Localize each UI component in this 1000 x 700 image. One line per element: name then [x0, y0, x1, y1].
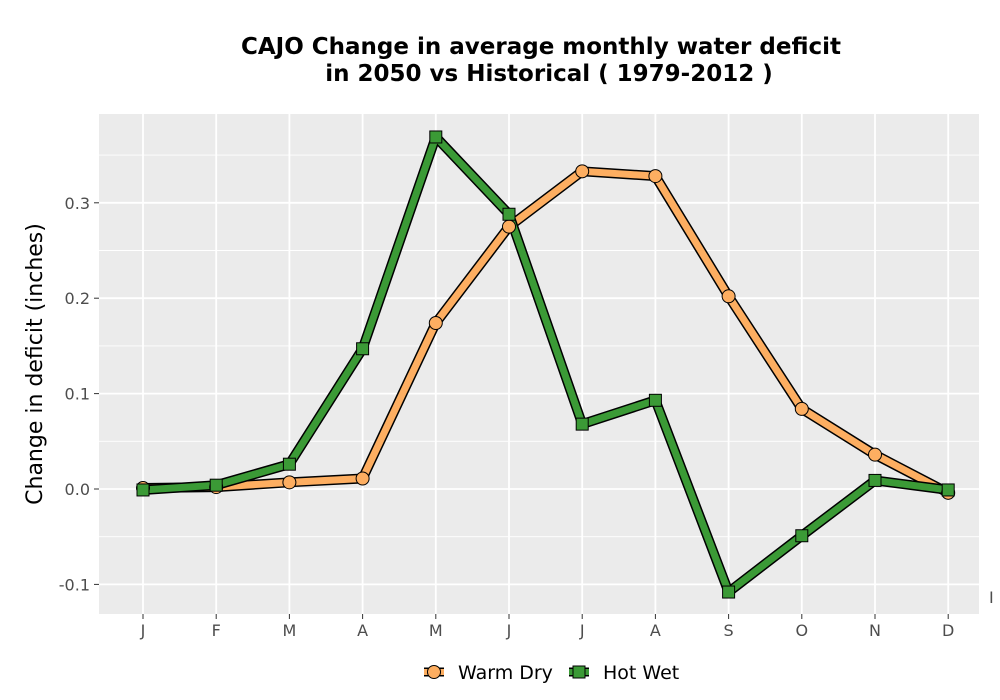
x-tick-label: S: [724, 621, 734, 640]
x-tick-label: M: [282, 621, 296, 640]
point-warm-dry: [794, 401, 809, 416]
point-hot-wet: [356, 342, 370, 356]
point-hot-wet: [575, 417, 589, 431]
legend-item-hot-wet: Hot Wet: [569, 662, 679, 684]
y-tick-label: 0.2: [65, 289, 90, 308]
point-hot-wet: [136, 483, 150, 497]
edge-annotation-glyph: I: [989, 588, 994, 607]
point-warm-dry: [648, 169, 663, 184]
point-warm-dry: [282, 475, 297, 490]
x-tick-label: D: [942, 621, 954, 640]
chart-title-line-1: CAJO Change in average monthly water def…: [241, 34, 841, 60]
point-warm-dry: [428, 316, 443, 331]
x-tick-label: N: [869, 621, 881, 640]
y-tick-label: -0.1: [59, 575, 90, 594]
point-hot-wet: [209, 478, 223, 492]
legend-label: Hot Wet: [603, 662, 679, 684]
x-tick-label: A: [650, 621, 661, 640]
legend-label: Warm Dry: [458, 662, 553, 684]
plot-panel: [99, 114, 979, 614]
series-line-hot-wet: [142, 133, 949, 596]
y-tick-label: 0.1: [65, 385, 90, 404]
point-hot-wet: [941, 483, 955, 497]
x-tick-label: O: [796, 621, 809, 640]
legend: Warm Dry Hot Wet: [424, 662, 679, 684]
legend-item-warm-dry: Warm Dry: [424, 662, 553, 684]
point-hot-wet: [868, 473, 882, 487]
x-tick-label: J: [579, 621, 585, 640]
point-hot-wet: [795, 529, 809, 543]
point-hot-wet: [429, 130, 443, 144]
series-line-warm-dry: [142, 167, 950, 496]
point-hot-wet: [282, 457, 296, 471]
x-tick-label: F: [212, 621, 221, 640]
chart-title-line-2: in 2050 vs Historical ( 1979-2012 ): [325, 61, 772, 87]
legend-key-marker: [572, 665, 586, 679]
point-warm-dry: [575, 164, 590, 179]
y-axis: -0.1 0.0 0.1 0.2 0.3: [59, 194, 99, 594]
point-hot-wet: [502, 207, 516, 221]
x-tick-label: J: [140, 621, 146, 640]
legend-key-marker: [427, 665, 441, 679]
y-tick-label: 0.3: [65, 194, 90, 213]
point-warm-dry: [355, 471, 370, 486]
x-tick-label: A: [357, 621, 368, 640]
point-warm-dry: [502, 219, 516, 234]
point-hot-wet: [722, 585, 736, 599]
point-warm-dry: [868, 447, 882, 462]
point-hot-wet: [648, 393, 662, 407]
series-layer: [136, 130, 956, 599]
y-tick-label: 0.0: [65, 480, 90, 499]
y-axis-title: Change in deficit (inches): [23, 223, 48, 505]
x-tick-label: J: [506, 621, 512, 640]
x-tick-label: M: [429, 621, 443, 640]
point-warm-dry: [721, 289, 736, 304]
